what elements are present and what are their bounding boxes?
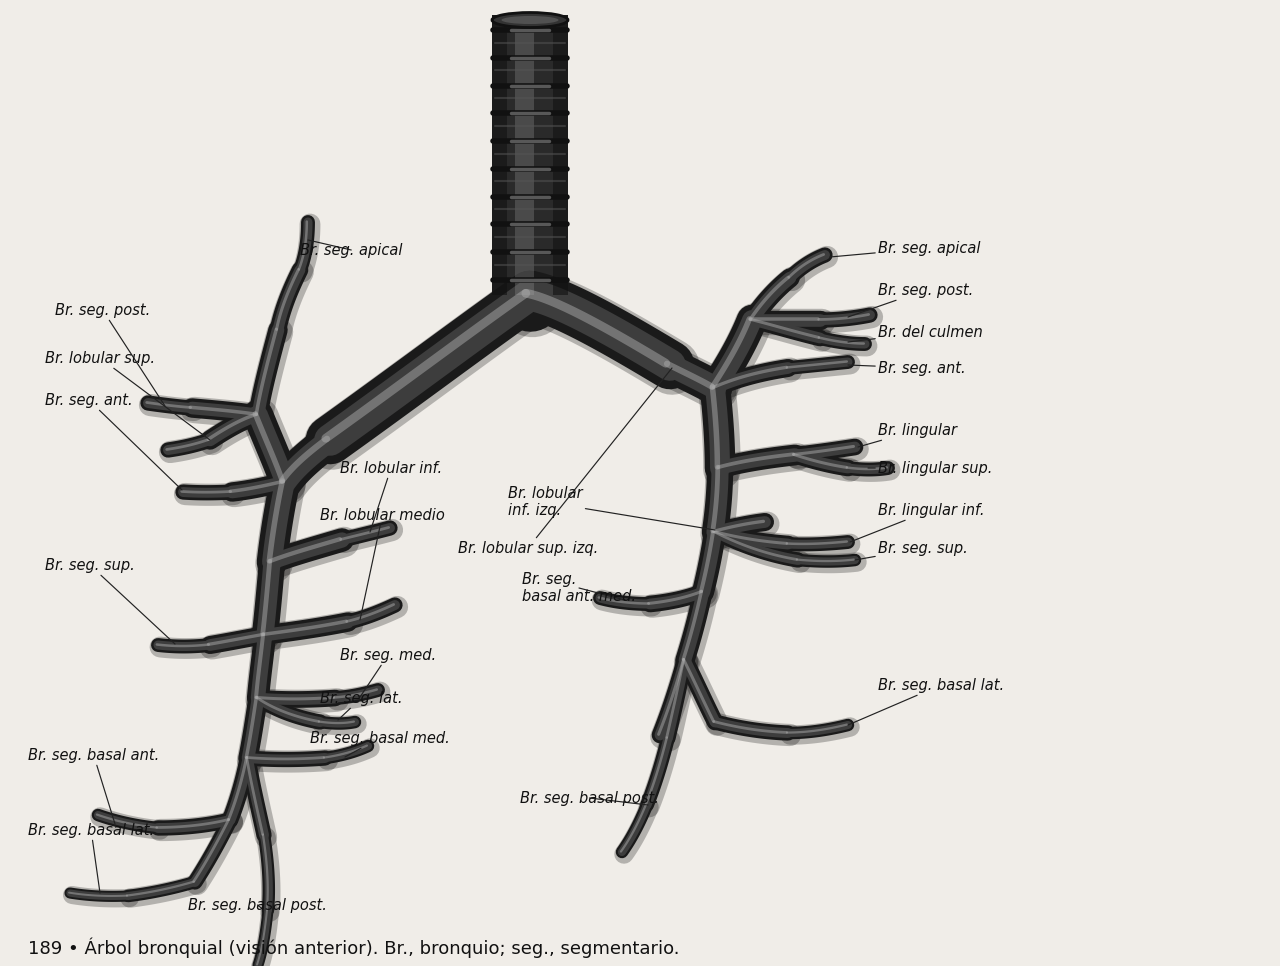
Text: Br. seg. sup.: Br. seg. sup.: [855, 541, 968, 560]
Text: Br. seg. apical: Br. seg. apical: [829, 241, 980, 257]
Bar: [515, 15, 534, 295]
Text: Br. lobular sup. izq.: Br. lobular sup. izq.: [458, 368, 672, 555]
Text: Br. lobular sup.: Br. lobular sup.: [45, 351, 210, 440]
Text: Br. seg. post.: Br. seg. post.: [849, 282, 973, 317]
Bar: [492, 15, 568, 295]
Text: Br. lingular sup.: Br. lingular sup.: [868, 461, 992, 475]
Text: Br. del culmen: Br. del culmen: [849, 325, 983, 342]
Bar: [553, 15, 568, 295]
Text: Br. seg. apical: Br. seg. apical: [300, 240, 402, 258]
Text: Br. lobular
inf. izq.: Br. lobular inf. izq.: [508, 486, 716, 530]
Text: Br. seg. basal med.: Br. seg. basal med.: [310, 730, 449, 757]
Text: Br. seg. basal post.: Br. seg. basal post.: [188, 897, 326, 913]
Text: Br. seg. basal lat.: Br. seg. basal lat.: [28, 822, 154, 893]
Text: 189 • Árbol bronquial (visión anterior). Br., bronquio; seg., segmentario.: 189 • Árbol bronquial (visión anterior).…: [28, 938, 680, 958]
Text: Br. lobular medio: Br. lobular medio: [320, 507, 445, 620]
Ellipse shape: [502, 16, 558, 24]
Text: Br. seg. ant.: Br. seg. ant.: [849, 360, 965, 376]
Text: Br. seg. post.: Br. seg. post.: [55, 302, 165, 406]
Text: Br. seg. sup.: Br. seg. sup.: [45, 557, 175, 644]
Text: Br. seg. lat.: Br. seg. lat.: [320, 691, 402, 720]
Text: Br. lobular inf.: Br. lobular inf.: [340, 461, 442, 532]
Text: Br. seg. basal lat.: Br. seg. basal lat.: [849, 677, 1004, 725]
Text: Br. seg. ant.: Br. seg. ant.: [45, 392, 182, 490]
Text: Br. seg. basal post.: Br. seg. basal post.: [520, 790, 659, 806]
Ellipse shape: [492, 13, 568, 27]
Text: Br. seg.
basal ant. med.: Br. seg. basal ant. med.: [522, 572, 636, 604]
Text: Br. seg. med.: Br. seg. med.: [340, 647, 436, 697]
Text: Br. seg. basal ant.: Br. seg. basal ant.: [28, 748, 159, 824]
Text: Br. lingular: Br. lingular: [858, 422, 957, 447]
Text: Br. lingular inf.: Br. lingular inf.: [850, 502, 984, 542]
Bar: [492, 15, 507, 295]
